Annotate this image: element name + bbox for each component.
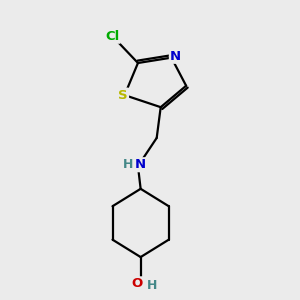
Text: H: H xyxy=(123,158,133,171)
Text: H: H xyxy=(147,280,157,292)
Text: N: N xyxy=(170,50,181,63)
Text: S: S xyxy=(118,88,128,102)
Text: O: O xyxy=(132,277,143,290)
Text: Cl: Cl xyxy=(105,30,120,43)
Text: N: N xyxy=(135,158,146,171)
